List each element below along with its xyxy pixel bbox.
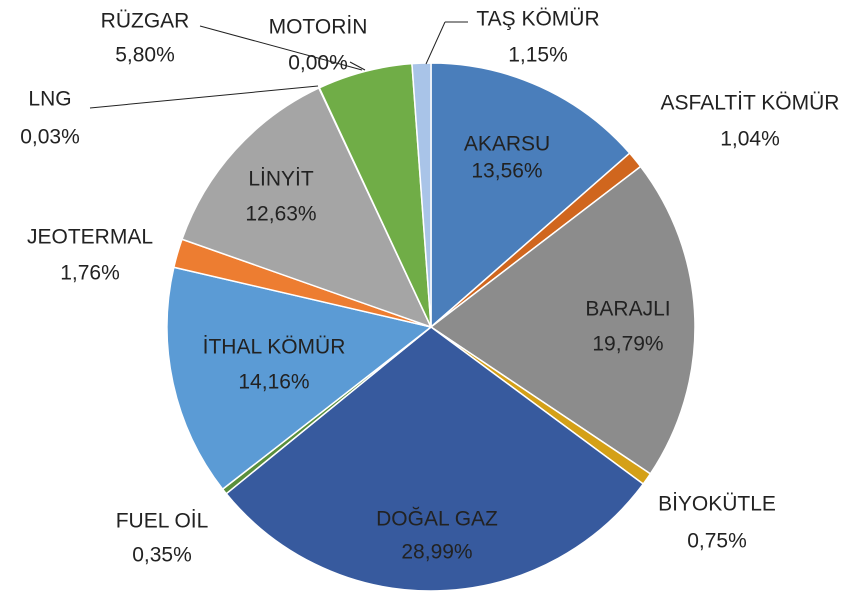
slice-label: RÜZGAR — [101, 10, 190, 33]
slice-label: LİNYİT — [248, 168, 314, 191]
slice-value: 5,80% — [115, 44, 175, 67]
slice-value: 19,79% — [592, 333, 663, 356]
slice-label: ASFALTİT KÖMÜR — [661, 92, 840, 115]
slice-value: 1,76% — [60, 262, 120, 285]
slice — [429, 165, 696, 475]
slice-label: BARAJLI — [585, 298, 670, 321]
slice-value: 12,63% — [245, 203, 316, 226]
slice-value: 14,16% — [238, 371, 309, 394]
slice-value: 1,15% — [508, 44, 568, 67]
labels: AKARSU 13,56% ASFALTİT KÖMÜR 1,04% BARAJLI 19… — [20, 8, 839, 567]
slice-label: TAŞ KÖMÜR — [476, 8, 599, 31]
leader-line — [425, 21, 446, 65]
slice-label: İTHAL KÖMÜR — [203, 336, 346, 359]
slice — [166, 266, 433, 491]
slice-label: LNG — [28, 88, 71, 111]
slice — [181, 86, 433, 329]
slice-value: 28,99% — [401, 541, 472, 564]
slice-label: JEOTERMAL — [27, 226, 153, 249]
slice-label: BİYOKÜTLE — [658, 493, 776, 516]
leader-lines — [89, 21, 468, 109]
slice-value: 0,00% — [288, 52, 348, 75]
pie — [166, 62, 696, 591]
leader-line — [349, 61, 366, 71]
slice-value: 0,03% — [20, 126, 80, 149]
slice-label: DOĞAL GAZ — [376, 508, 498, 531]
slice-label: AKARSU — [464, 133, 550, 156]
slice — [430, 62, 631, 329]
slice-label: FUEL OİL — [116, 510, 209, 533]
leader-line — [89, 85, 319, 109]
slice-value: 0,75% — [687, 530, 747, 553]
slice-value: 1,04% — [720, 128, 780, 151]
leader-line — [199, 25, 363, 71]
slice-value: 13,56% — [471, 160, 542, 183]
slice — [411, 62, 432, 328]
slice-label: MOTORİN — [269, 16, 368, 39]
slice-value: 0,35% — [132, 544, 192, 567]
